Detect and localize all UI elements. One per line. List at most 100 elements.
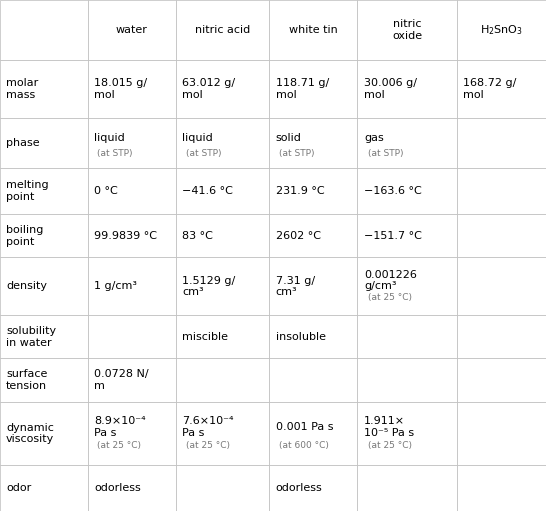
Bar (357, 0, 457, 60)
Bar (457, 465, 546, 511)
Text: −163.6 °C: −163.6 °C (364, 187, 422, 196)
Text: H$_2$SnO$_3$: H$_2$SnO$_3$ (480, 23, 523, 37)
Bar (457, 315, 546, 358)
Bar (88, 60, 176, 118)
Bar (0, 214, 88, 258)
Text: surface
tension: surface tension (6, 369, 48, 391)
Bar (0, 315, 88, 358)
Bar (269, 118, 357, 168)
Text: (at STP): (at STP) (98, 149, 133, 157)
Text: 168.72 g/
mol: 168.72 g/ mol (463, 78, 517, 100)
Text: (at STP): (at STP) (186, 149, 222, 157)
Text: odorless: odorless (94, 483, 141, 493)
Text: −151.7 °C: −151.7 °C (364, 231, 422, 241)
Bar (269, 168, 357, 214)
Bar (88, 258, 176, 315)
Text: gas: gas (364, 133, 384, 143)
Bar (457, 214, 546, 258)
Text: boiling
point: boiling point (6, 225, 44, 247)
Bar (269, 214, 357, 258)
Text: odorless: odorless (276, 483, 322, 493)
Bar (176, 214, 269, 258)
Text: (at 25 °C): (at 25 °C) (368, 293, 412, 303)
Bar (176, 465, 269, 511)
Text: nitric
oxide: nitric oxide (392, 19, 422, 41)
Bar (0, 118, 88, 168)
Text: solid: solid (276, 133, 301, 143)
Text: white tin: white tin (289, 25, 338, 35)
Text: water: water (116, 25, 147, 35)
Bar (357, 60, 457, 118)
Text: 1.911×
10⁻⁵ Pa s: 1.911× 10⁻⁵ Pa s (364, 416, 414, 438)
Bar (176, 258, 269, 315)
Text: (at 600 °C): (at 600 °C) (279, 442, 329, 451)
Text: (at 25 °C): (at 25 °C) (98, 442, 141, 451)
Bar (269, 60, 357, 118)
Bar (457, 118, 546, 168)
Bar (176, 60, 269, 118)
Bar (269, 358, 357, 402)
Bar (357, 168, 457, 214)
Bar (176, 402, 269, 465)
Bar (176, 0, 269, 60)
Text: (at STP): (at STP) (279, 149, 314, 157)
Text: 63.012 g/
mol: 63.012 g/ mol (182, 78, 235, 100)
Bar (269, 315, 357, 358)
Text: 7.6×10⁻⁴
Pa s: 7.6×10⁻⁴ Pa s (182, 416, 234, 438)
Bar (357, 402, 457, 465)
Text: dynamic
viscosity: dynamic viscosity (6, 423, 55, 444)
Bar (88, 0, 176, 60)
Text: (at STP): (at STP) (368, 149, 403, 157)
Text: miscible: miscible (182, 332, 228, 342)
Bar (269, 402, 357, 465)
Text: phase: phase (6, 138, 40, 148)
Bar (357, 465, 457, 511)
Bar (357, 118, 457, 168)
Bar (0, 402, 88, 465)
Text: 0.0728 N/
m: 0.0728 N/ m (94, 369, 149, 391)
Bar (88, 214, 176, 258)
Text: solubility
in water: solubility in water (6, 326, 56, 347)
Bar (457, 60, 546, 118)
Bar (176, 168, 269, 214)
Bar (269, 258, 357, 315)
Text: liquid: liquid (182, 133, 213, 143)
Bar (269, 465, 357, 511)
Text: 18.015 g/
mol: 18.015 g/ mol (94, 78, 147, 100)
Text: insoluble: insoluble (276, 332, 325, 342)
Text: 8.9×10⁻⁴
Pa s: 8.9×10⁻⁴ Pa s (94, 416, 146, 438)
Bar (357, 315, 457, 358)
Text: −41.6 °C: −41.6 °C (182, 187, 233, 196)
Bar (88, 118, 176, 168)
Text: 1.5129 g/
cm³: 1.5129 g/ cm³ (182, 275, 235, 297)
Bar (176, 358, 269, 402)
Bar (0, 258, 88, 315)
Text: 0.001 Pa s: 0.001 Pa s (276, 422, 333, 432)
Bar (176, 315, 269, 358)
Text: liquid: liquid (94, 133, 124, 143)
Bar (269, 0, 357, 60)
Bar (0, 465, 88, 511)
Bar (457, 358, 546, 402)
Text: (at 25 °C): (at 25 °C) (368, 442, 412, 451)
Bar (0, 60, 88, 118)
Text: 83 °C: 83 °C (182, 231, 213, 241)
Text: nitric acid: nitric acid (195, 25, 250, 35)
Text: 2602 °C: 2602 °C (276, 231, 321, 241)
Bar (357, 258, 457, 315)
Text: 30.006 g/
mol: 30.006 g/ mol (364, 78, 417, 100)
Bar (457, 258, 546, 315)
Text: melting
point: melting point (6, 180, 49, 202)
Bar (176, 118, 269, 168)
Text: density: density (6, 282, 47, 291)
Text: 0.001226
g/cm³: 0.001226 g/cm³ (364, 270, 417, 291)
Text: 0 °C: 0 °C (94, 187, 118, 196)
Text: molar
mass: molar mass (6, 78, 38, 100)
Bar (88, 358, 176, 402)
Text: 231.9 °C: 231.9 °C (276, 187, 324, 196)
Bar (88, 465, 176, 511)
Text: 118.71 g/
mol: 118.71 g/ mol (276, 78, 329, 100)
Bar (457, 0, 546, 60)
Bar (88, 168, 176, 214)
Bar (357, 358, 457, 402)
